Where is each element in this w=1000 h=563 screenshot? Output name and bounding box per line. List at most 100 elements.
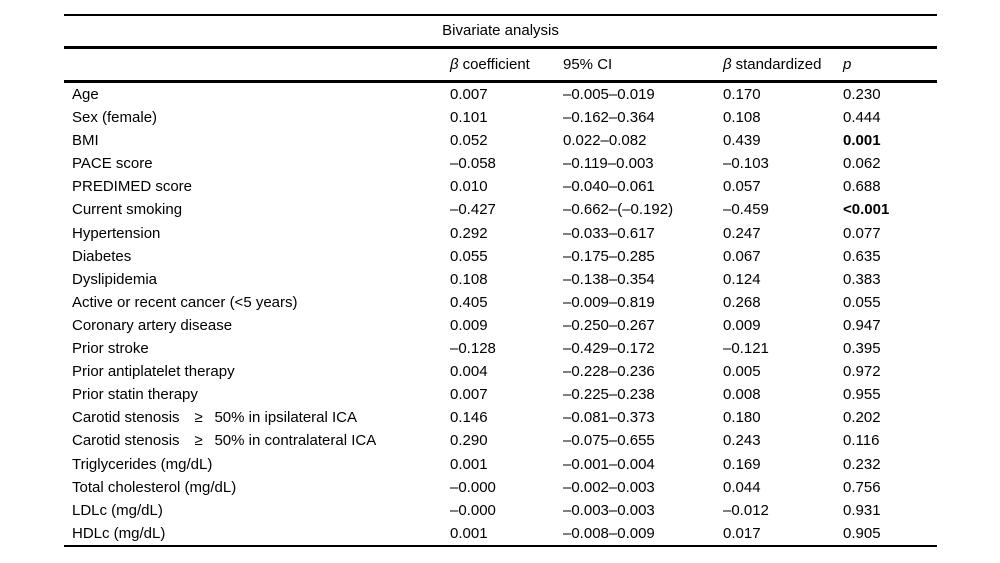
cell-p-value: <0.001 — [843, 201, 890, 219]
row-label: LDLc (mg/dL) — [72, 501, 163, 519]
cell-p-value: 0.635 — [843, 247, 881, 265]
row-label: PACE score — [72, 155, 153, 173]
cell-beta-standardized: 0.243 — [723, 432, 761, 450]
row-label: Prior antiplatelet therapy — [72, 363, 235, 381]
row-label: Total cholesterol (mg/dL) — [72, 478, 237, 496]
cell-95ci: –0.162–0.364 — [563, 109, 655, 127]
cell-beta-standardized: 0.268 — [723, 293, 761, 311]
cell-95ci: –0.075–0.655 — [563, 432, 655, 450]
cell-p-value: 0.062 — [843, 155, 881, 173]
table-rule-under-header — [64, 80, 937, 83]
column-header-p: p — [843, 49, 937, 80]
table-row: Age 0.007 –0.005–0.019 0.170 0.230 — [64, 83, 937, 106]
cell-beta-standardized: 0.008 — [723, 386, 761, 404]
table-row: Active or recent cancer (<5 years) 0.405 –… — [64, 291, 937, 314]
row-label: Coronary artery disease — [72, 316, 233, 334]
column-header-text: standardized — [735, 56, 822, 73]
column-header-text: coefficient — [462, 56, 530, 73]
table-title: Bivariate analysis — [442, 22, 559, 39]
cell-p-value: 0.972 — [843, 363, 881, 381]
table-body: Age 0.007 –0.005–0.019 0.170 0.230 Sex (femal… — [64, 83, 937, 545]
column-header-beta-coefficient: β coefficient — [450, 49, 563, 80]
cell-beta-coefficient: 0.290 — [450, 432, 488, 450]
column-header-text: 95% CI — [563, 56, 613, 73]
cell-95ci: –0.009–0.819 — [563, 293, 655, 311]
row-label: HDLc (mg/dL) — [72, 524, 166, 542]
p-symbol: p — [843, 56, 852, 73]
beta-symbol: β — [450, 56, 459, 73]
column-header-blank — [64, 49, 450, 80]
cell-beta-coefficient: –0.000 — [450, 478, 496, 496]
cell-beta-coefficient: 0.001 — [450, 524, 488, 542]
cell-beta-standardized: –0.103 — [723, 155, 769, 173]
table-row: Prior antiplatelet therapy 0.004 –0.228–0.… — [64, 360, 937, 383]
table-row: PACE score –0.058 –0.119–0.003 –0.103 0.062 — [64, 152, 937, 175]
row-label: Prior stroke — [72, 340, 149, 358]
cell-p-value: 0.383 — [843, 270, 881, 288]
table-row: Diabetes 0.055 –0.175–0.285 0.067 0.635 — [64, 245, 937, 268]
table-row: LDLc (mg/dL) –0.000 –0.003–0.003 –0.012 0.93… — [64, 499, 937, 522]
cell-beta-standardized: 0.180 — [723, 409, 761, 427]
cell-beta-coefficient: 0.007 — [450, 86, 488, 103]
cell-beta-standardized: 0.057 — [723, 178, 761, 196]
table-row: PREDIMED score 0.010 –0.040–0.061 0.057 0.68… — [64, 175, 937, 198]
cell-beta-coefficient: 0.055 — [450, 247, 488, 265]
cell-beta-coefficient: 0.009 — [450, 316, 488, 334]
cell-p-value: 0.947 — [843, 316, 881, 334]
cell-95ci: –0.005–0.019 — [563, 86, 655, 103]
cell-beta-coefficient: 0.052 — [450, 132, 488, 150]
cell-p-value: 0.202 — [843, 409, 881, 427]
cell-p-value: 0.001 — [843, 132, 881, 150]
table-row: Current smoking –0.427 –0.662–(–0.192) –0.4… — [64, 198, 937, 221]
cell-p-value: 0.905 — [843, 524, 881, 542]
cell-beta-standardized: 0.108 — [723, 109, 761, 127]
cell-95ci: –0.429–0.172 — [563, 340, 655, 358]
row-label: Triglycerides (mg/dL) — [72, 455, 213, 473]
cell-95ci: –0.008–0.009 — [563, 524, 655, 542]
cell-beta-standardized: 0.044 — [723, 478, 761, 496]
table-row: Hypertension 0.292 –0.033–0.617 0.247 0.077 — [64, 222, 937, 245]
cell-beta-standardized: –0.459 — [723, 201, 769, 219]
cell-beta-coefficient: 0.007 — [450, 386, 488, 404]
cell-p-value: 0.955 — [843, 386, 881, 404]
cell-beta-standardized: 0.009 — [723, 316, 761, 334]
cell-beta-coefficient: 0.001 — [450, 455, 488, 473]
row-label: Age — [72, 86, 99, 103]
table-row: HDLc (mg/dL) 0.001 –0.008–0.009 0.017 0.905 — [64, 522, 937, 545]
table-row: Triglycerides (mg/dL) 0.001 –0.001–0.004 0.… — [64, 453, 937, 476]
row-label: Active or recent cancer (<5 years) — [72, 293, 298, 311]
row-label: Sex (female) — [72, 109, 158, 127]
row-label: Diabetes — [72, 247, 132, 265]
table-rule-under-title — [64, 46, 937, 49]
table-row: Prior statin therapy 0.007 –0.225–0.238 0.0… — [64, 383, 937, 406]
table-row: Carotid stenosis ≥ 50% in ipsilateral IC… — [64, 406, 937, 429]
cell-p-value: 0.077 — [843, 224, 881, 242]
cell-95ci: –0.138–0.354 — [563, 270, 655, 288]
cell-95ci: –0.175–0.285 — [563, 247, 655, 265]
table-rule-top — [64, 14, 937, 16]
cell-beta-standardized: 0.124 — [723, 270, 761, 288]
cell-beta-coefficient: –0.427 — [450, 201, 496, 219]
table-rule-bottom — [64, 544, 937, 547]
row-label: Dyslipidemia — [72, 270, 158, 288]
table-row: Coronary artery disease 0.009 –0.250–0.267… — [64, 314, 937, 337]
table-row: Sex (female) 0.101 –0.162–0.364 0.108 0.444 — [64, 106, 937, 129]
cell-95ci: –0.001–0.004 — [563, 455, 655, 473]
bivariate-analysis-table: Bivariate analysis β coefficient 95% CI β… — [64, 14, 937, 547]
cell-p-value: 0.756 — [843, 478, 881, 496]
cell-95ci: –0.250–0.267 — [563, 316, 655, 334]
cell-beta-standardized: 0.005 — [723, 363, 761, 381]
cell-beta-coefficient: –0.128 — [450, 340, 496, 358]
cell-beta-coefficient: –0.000 — [450, 501, 496, 519]
cell-p-value: 0.230 — [843, 86, 881, 103]
cell-95ci: –0.081–0.373 — [563, 409, 655, 427]
cell-95ci: –0.003–0.003 — [563, 501, 655, 519]
cell-95ci: –0.040–0.061 — [563, 178, 655, 196]
table-header-row: β coefficient 95% CI β standardized p — [64, 49, 937, 80]
cell-beta-standardized: 0.170 — [723, 86, 761, 103]
cell-95ci: –0.228–0.236 — [563, 363, 655, 381]
cell-beta-standardized: 0.169 — [723, 455, 761, 473]
cell-beta-standardized: 0.017 — [723, 524, 761, 542]
cell-95ci: –0.033–0.617 — [563, 224, 655, 242]
